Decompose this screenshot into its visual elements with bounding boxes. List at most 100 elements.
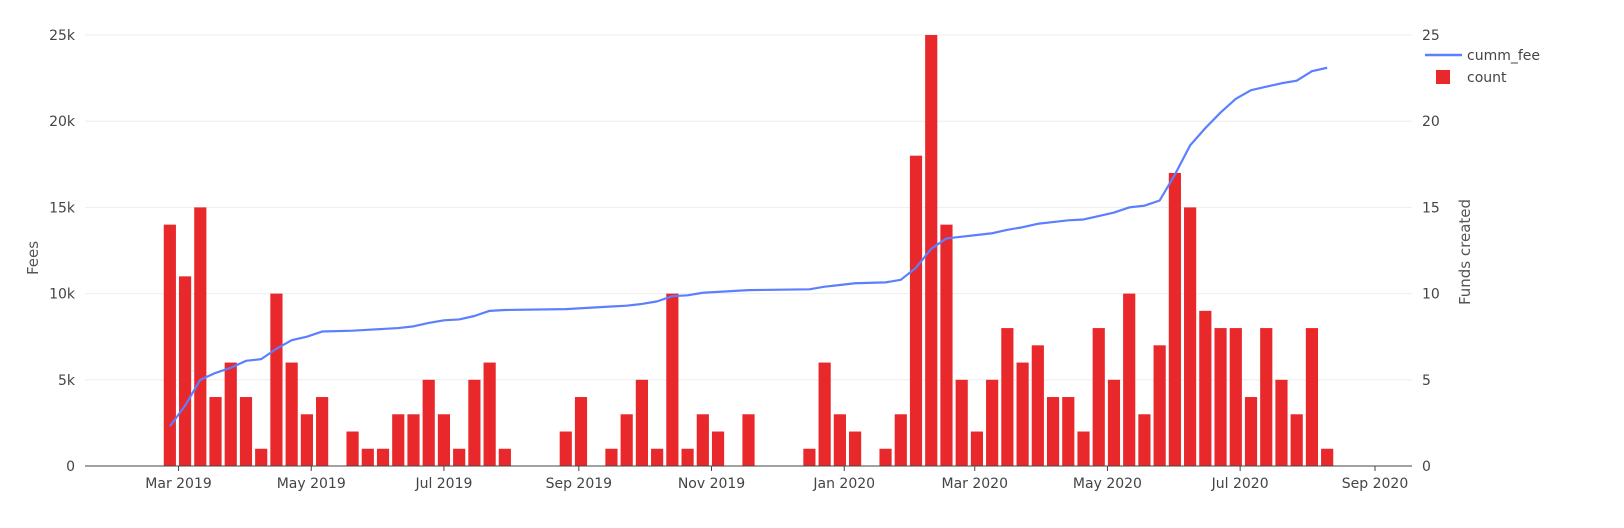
count-bar[interactable]	[818, 362, 831, 466]
count-bar[interactable]	[1138, 414, 1151, 466]
x-tick-label: Sep 2020	[1342, 476, 1408, 492]
count-bar[interactable]	[1321, 448, 1334, 466]
count-bar[interactable]	[224, 362, 237, 466]
count-bar[interactable]	[651, 448, 664, 466]
count-bar[interactable]	[1260, 328, 1273, 466]
count-bar[interactable]	[255, 448, 268, 466]
count-bar[interactable]	[422, 379, 435, 466]
count-bar[interactable]	[285, 362, 298, 466]
count-bar[interactable]	[879, 448, 892, 466]
left-axis-title: Fees	[24, 241, 42, 275]
count-bar[interactable]	[970, 431, 984, 466]
left-tick-label: 5k	[58, 373, 76, 389]
count-bar[interactable]	[742, 414, 755, 466]
count-bar[interactable]	[574, 397, 588, 466]
count-bar[interactable]	[986, 379, 999, 466]
count-bar[interactable]	[1077, 431, 1090, 466]
count-bar[interactable]	[270, 293, 283, 466]
count-bar[interactable]	[894, 414, 907, 466]
count-bar[interactable]	[1092, 328, 1105, 466]
count-bar[interactable]	[1001, 328, 1014, 466]
count-bar[interactable]	[803, 448, 816, 466]
right-tick-label: 15	[1422, 200, 1440, 216]
count-bar[interactable]	[163, 224, 176, 466]
count-bar[interactable]	[1214, 328, 1227, 466]
left-tick-label: 15k	[49, 200, 76, 216]
count-bar[interactable]	[209, 397, 222, 466]
count-bar[interactable]	[1275, 379, 1288, 466]
count-bar[interactable]	[1199, 310, 1212, 466]
x-tick-label: May 2020	[1073, 476, 1142, 492]
count-bar[interactable]	[1123, 293, 1136, 466]
left-tick-label: 20k	[49, 114, 76, 130]
count-bar[interactable]	[300, 414, 313, 466]
legend-item-cumm-fee[interactable]: cumm_fee	[1425, 48, 1540, 64]
count-bar[interactable]	[1107, 379, 1121, 466]
count-bar[interactable]	[681, 448, 694, 466]
count-bar[interactable]	[696, 414, 709, 466]
count-bar[interactable]	[239, 397, 253, 466]
legend[interactable]: cumm_fee count	[1425, 48, 1540, 86]
count-bar[interactable]	[955, 379, 968, 466]
count-bar[interactable]	[1062, 397, 1075, 466]
count-bar[interactable]	[1184, 207, 1197, 466]
count-bar[interactable]	[194, 207, 207, 466]
count-bar[interactable]	[1229, 328, 1242, 466]
count-bar[interactable]	[635, 379, 648, 466]
right-tick-label: 20	[1422, 114, 1440, 130]
count-bar[interactable]	[392, 414, 405, 466]
count-bar[interactable]	[666, 293, 679, 466]
right-axis-ticks: 0 5 10 15 20 25	[1422, 28, 1440, 475]
count-bar[interactable]	[498, 448, 511, 466]
count-bar[interactable]	[1168, 172, 1181, 467]
cumm-fee-line-group	[168, 66, 1328, 428]
legend-label-cumm-fee: cumm_fee	[1467, 48, 1540, 64]
count-bar[interactable]	[468, 379, 481, 466]
count-bar[interactable]	[361, 448, 374, 466]
cumm-fee-line[interactable]	[168, 66, 1328, 428]
count-bar[interactable]	[1244, 397, 1258, 466]
count-bar[interactable]	[346, 431, 359, 466]
count-bar[interactable]	[1031, 345, 1044, 466]
count-bar[interactable]	[483, 362, 496, 466]
count-bar[interactable]	[849, 431, 862, 466]
x-tick-label: Jul 2019	[414, 476, 472, 492]
count-bar[interactable]	[1153, 345, 1166, 466]
x-tick-label: Mar 2020	[941, 476, 1008, 492]
right-tick-label: 5	[1422, 373, 1431, 389]
left-axis-ticks: 0 5k 10k 15k 20k 25k	[49, 28, 76, 475]
count-bars	[163, 35, 1334, 467]
count-bar[interactable]	[1016, 362, 1029, 466]
count-bar[interactable]	[316, 397, 329, 466]
legend-bar-swatch	[1436, 70, 1450, 84]
count-bar[interactable]	[909, 155, 923, 466]
x-tick-label: May 2019	[277, 476, 346, 492]
legend-item-count[interactable]: count	[1436, 70, 1507, 86]
x-tick-label: Jan 2020	[812, 476, 875, 492]
count-bar[interactable]	[605, 448, 618, 466]
count-bar[interactable]	[940, 224, 953, 466]
right-axis-title: Funds created	[1456, 199, 1474, 305]
count-bar[interactable]	[833, 414, 846, 466]
x-tick-label: Mar 2019	[145, 476, 212, 492]
count-bar[interactable]	[407, 414, 420, 466]
count-bar[interactable]	[437, 414, 451, 466]
gridlines	[85, 34, 1412, 381]
count-bar[interactable]	[1046, 397, 1060, 466]
count-bar[interactable]	[376, 448, 390, 466]
count-bar[interactable]	[453, 448, 466, 466]
x-tick-label: Jul 2020	[1211, 476, 1269, 492]
right-tick-label: 10	[1422, 287, 1440, 303]
count-bar[interactable]	[711, 431, 725, 466]
count-bar[interactable]	[1290, 414, 1303, 466]
right-tick-label: 0	[1422, 459, 1431, 475]
x-tick-label: Nov 2019	[678, 476, 745, 492]
count-bar[interactable]	[1305, 328, 1319, 466]
count-bar[interactable]	[178, 276, 192, 466]
legend-label-count: count	[1467, 70, 1507, 86]
right-tick-label: 25	[1422, 28, 1440, 44]
count-bar[interactable]	[559, 431, 572, 466]
count-bar[interactable]	[620, 414, 633, 466]
left-tick-label: 0	[66, 459, 75, 475]
